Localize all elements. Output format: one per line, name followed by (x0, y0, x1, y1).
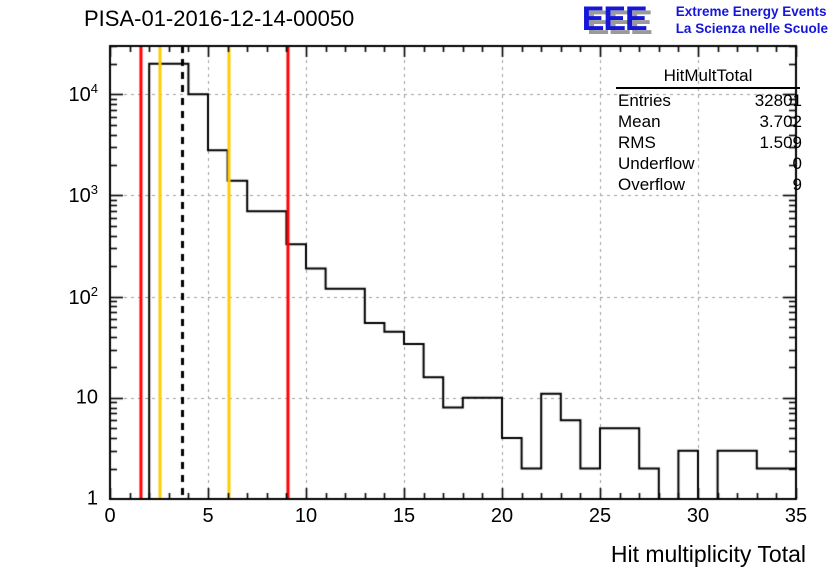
y-tick-label-100: 102 (68, 283, 98, 309)
stats-row-entries: Entries 32801 (610, 90, 806, 111)
stats-row-underflow: Underflow 0 (610, 153, 806, 174)
stats-value-entries: 32801 (754, 91, 802, 110)
stats-value-overflow: 9 (792, 175, 802, 194)
eee-logo-line1: Extreme Energy Events (675, 4, 827, 19)
stats-label-entries: Entries (618, 91, 671, 110)
x-axis-title: Hit multiplicity Total (610, 541, 806, 567)
x-tick-label-5: 5 (202, 505, 214, 527)
stats-label-mean: Mean (618, 112, 661, 131)
stats-label-overflow: Overflow (618, 175, 686, 194)
stats-label-rms: RMS (618, 133, 656, 152)
y-tick-label-10: 10 (75, 386, 98, 409)
eee-logo-front-text: EEE (581, 0, 648, 38)
y-tick-label-10000: 104 (68, 81, 98, 107)
stats-value-mean: 3.702 (759, 112, 802, 131)
stats-title: HitMultTotal (616, 66, 800, 89)
y-tick-label-1000: 103 (68, 182, 98, 208)
stats-value-underflow: 0 (792, 154, 802, 173)
x-tick-label-35: 35 (784, 505, 808, 527)
eee-logo: EEE EEE Extreme Energy Events La Scienza… (581, 0, 828, 40)
stats-box: HitMultTotal Entries 32801 Mean 3.702 RM… (610, 66, 806, 195)
stats-label-underflow: Underflow (618, 154, 695, 173)
stats-row-rms: RMS 1.509 (610, 132, 806, 153)
x-tick-label-10: 10 (294, 505, 318, 527)
x-tick-label-0: 0 (104, 505, 116, 527)
x-tick-label-20: 20 (490, 505, 514, 527)
x-tick-label-15: 15 (392, 505, 416, 527)
eee-logo-caption: Extreme Energy Events La Scienza nelle S… (676, 2, 828, 36)
x-tick-label-25: 25 (588, 505, 612, 527)
eee-logo-mark: EEE EEE (581, 0, 670, 40)
stats-row-mean: Mean 3.702 (610, 111, 806, 132)
eee-logo-shadow-text: EEE (586, 4, 653, 42)
stats-value-rms: 1.509 (759, 133, 802, 152)
x-tick-label-30: 30 (686, 505, 710, 527)
stats-row-overflow: Overflow 9 (610, 174, 806, 195)
page-title: PISA-01-2016-12-14-00050 (84, 6, 355, 31)
y-tick-label-1: 1 (86, 487, 98, 510)
eee-logo-line2: La Scienza nelle Scuole (675, 21, 828, 36)
